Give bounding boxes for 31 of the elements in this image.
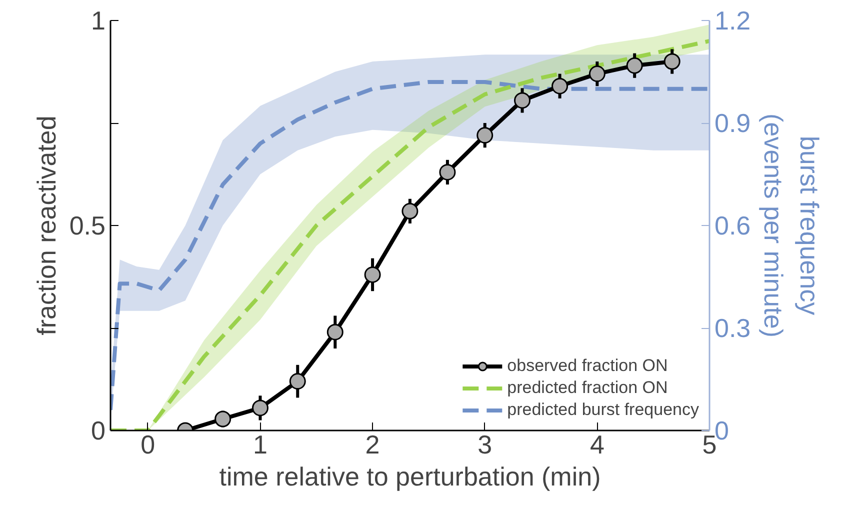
point <box>402 202 418 220</box>
point <box>626 57 643 74</box>
y2-tick-label: 0.6 <box>714 210 751 240</box>
point <box>439 164 456 180</box>
y-tick-label: 0.5 <box>69 210 106 240</box>
point <box>214 410 232 428</box>
legend-label: predicted burst frequency <box>507 400 699 420</box>
x-tick-label: 3 <box>478 430 492 460</box>
point <box>364 266 381 283</box>
x-axis-title: time relative to perturbation (min) <box>219 462 601 492</box>
legend-label: predicted fraction ON <box>507 378 668 398</box>
x-tick-label: 0 <box>140 430 156 460</box>
x-tick-label: 1 <box>252 430 268 460</box>
y-tick-label: 1 <box>91 6 106 36</box>
point <box>552 78 568 94</box>
y2-tick-label: 0.3 <box>714 313 751 343</box>
y2-tick-label: 0.9 <box>714 108 751 138</box>
y-axis-title: fraction reactivated <box>31 116 62 336</box>
point <box>252 400 268 416</box>
point <box>664 53 680 70</box>
x-tick-label: 2 <box>365 430 380 460</box>
legend-label: observed fraction ON <box>507 356 668 376</box>
point <box>326 324 344 340</box>
point <box>289 373 306 390</box>
point <box>476 127 494 144</box>
x-tick-label: 5 <box>702 430 717 460</box>
y2-tick-label: 1.2 <box>714 6 751 36</box>
y2-axis-title: burst frequency (events per minute) <box>758 114 825 338</box>
point <box>514 92 531 109</box>
point <box>588 66 606 82</box>
x-tick-label: 4 <box>590 430 604 460</box>
